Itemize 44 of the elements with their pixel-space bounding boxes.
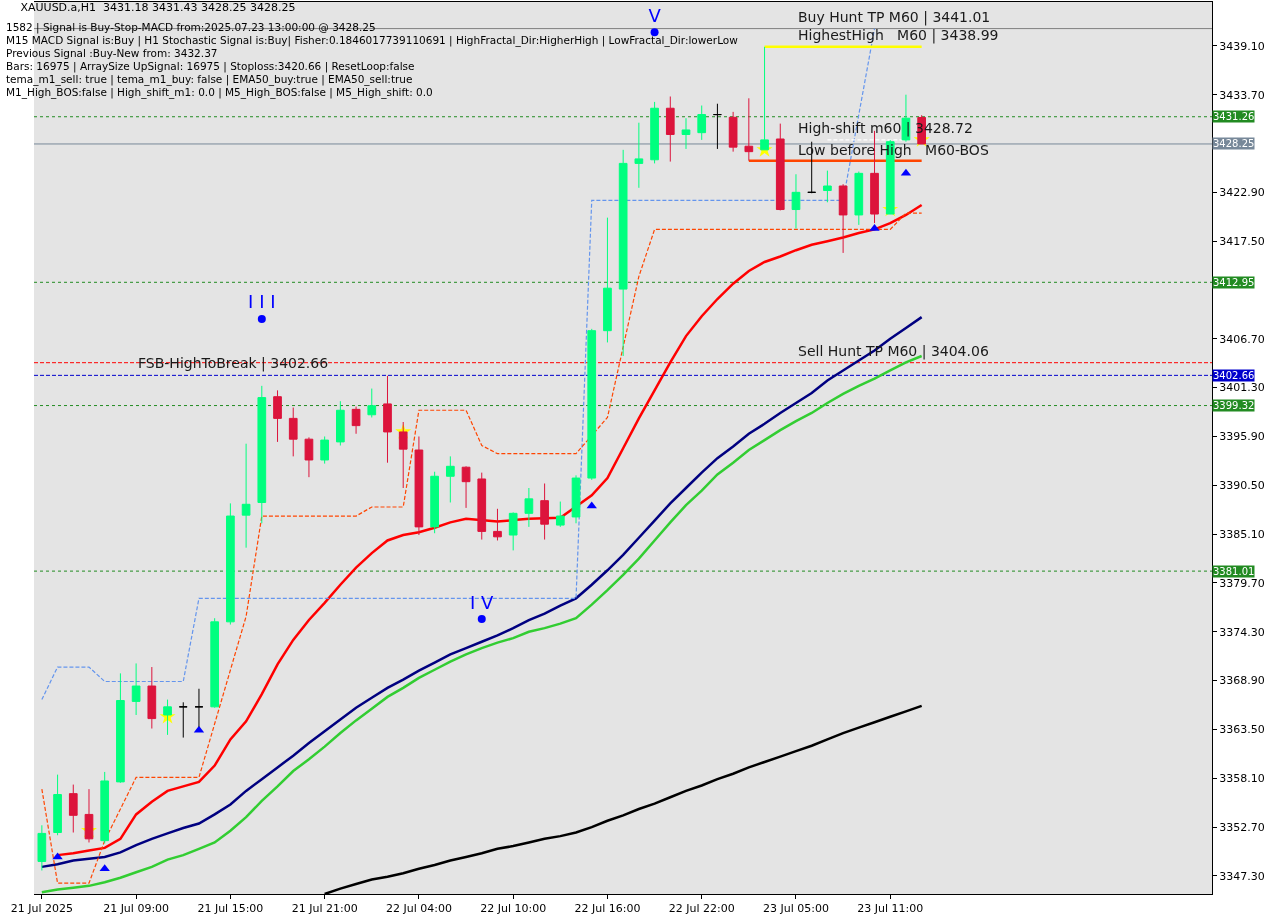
- y-tick-label: 3433.70: [1219, 88, 1265, 102]
- annotation: Previous Signal :Buy-New from: 3432.37: [6, 47, 218, 59]
- data-label: V: [648, 4, 662, 26]
- x-tick-label: 21 Jul 09:00: [103, 902, 170, 916]
- annotation: 1582 | Signal is Buy-Stop-MACD from:2025.07.23 13:00:00 @ 3428.25: [6, 21, 376, 34]
- annotation: tema_m1_sell: true | tema_m1_buy: false | EMA50_buy:true | EMA50_sell:true: [6, 73, 413, 86]
- data-label: I V: [470, 591, 495, 613]
- y-tick-label: 3352.70: [1219, 820, 1265, 834]
- annotation: Bars: 16975 | ArraySize UpSignal: 16975 | Stoploss:3420.66 | ResetLoop:false: [6, 60, 415, 73]
- x-tick-label: 21 Jul 2025: [10, 902, 73, 916]
- x-tick-label: 22 Jul 10:00: [480, 902, 547, 916]
- y-tick-label: 3439.10: [1219, 39, 1265, 53]
- x-tick-label: 22 Jul 04:00: [385, 902, 452, 916]
- y-tick-label: 3422.90: [1219, 186, 1265, 200]
- x-tick-label: 21 Jul 15:00: [197, 902, 264, 916]
- annotation: M15 MACD Signal is:Buy | H1 Stochastic Signal is:Buy| Fisher:0.1846017739110691 | HighFractal_Dir:HigherHigh | LowFractal_Dir:lowerLow: [6, 34, 739, 47]
- ref-line-label: 3402.66: [1213, 370, 1255, 381]
- y-tick-label: 3368.90: [1219, 674, 1265, 688]
- y-tick-label: 3385.10: [1219, 527, 1265, 541]
- ref-line-label: 3399.32: [1213, 400, 1255, 411]
- y-tick-label: 3390.50: [1219, 479, 1265, 493]
- annotation: M1_High_BOS:false | High_shift_m1: 0.0 | M5_High_BOS:false | M5_High_shift: 0.0: [6, 86, 433, 99]
- x-tick-label: 23 Jul 11:00: [857, 902, 924, 916]
- data-label: I I I: [248, 291, 276, 313]
- chart-title: XAUUSD.a,H1 3431.18 3431.43 3428.25 3428.25: [20, 1, 296, 15]
- annotation: Buy Hunt TP M60 | 3441.01: [798, 9, 991, 26]
- ref-line-label: 3431.26: [1213, 111, 1255, 122]
- y-tick-label: 3358.10: [1219, 772, 1265, 786]
- y-tick-label: 3379.70: [1219, 576, 1265, 590]
- y-tick-label: 3374.30: [1219, 625, 1265, 639]
- x-tick-label: 22 Jul 22:00: [668, 902, 735, 916]
- x-tick-label: 23 Jul 05:00: [763, 902, 829, 916]
- y-tick-label: 3363.50: [1219, 723, 1265, 737]
- x-tick-label: 22 Jul 16:00: [574, 902, 641, 916]
- annotation: HighestHigh M60 | 3438.99: [798, 27, 999, 44]
- y-tick-label: 3417.50: [1219, 235, 1265, 249]
- y-tick-label: 3406.70: [1219, 332, 1265, 346]
- ref-line-label: 3381.01: [1213, 566, 1255, 577]
- x-tick-label: 21 Jul 21:00: [291, 902, 358, 916]
- ref-line-label: 3428.25: [1213, 138, 1255, 149]
- y-tick-label: 3395.90: [1219, 430, 1265, 444]
- y-tick-label: 3401.30: [1219, 381, 1265, 395]
- ref-line-label: 3412.95: [1213, 277, 1255, 288]
- y-tick-label: 3347.30: [1219, 869, 1265, 883]
